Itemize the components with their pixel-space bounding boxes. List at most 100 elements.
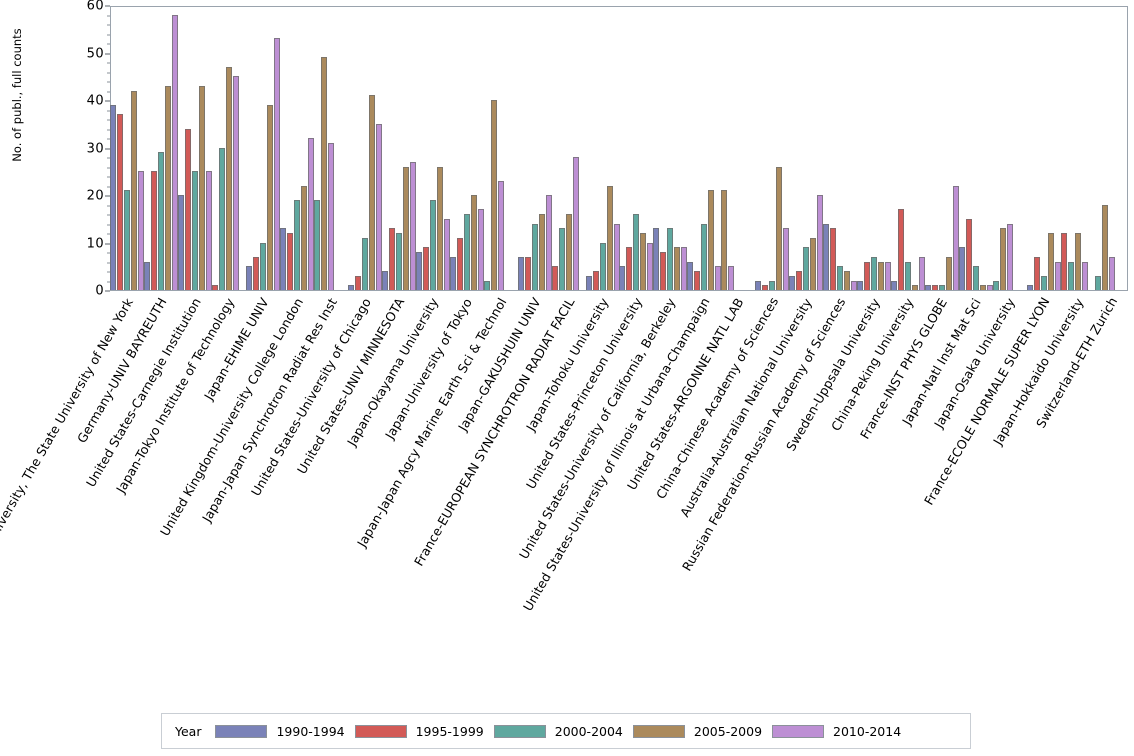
bar bbox=[857, 280, 863, 290]
bar bbox=[817, 195, 824, 290]
bar bbox=[456, 237, 463, 290]
bar bbox=[904, 261, 911, 290]
bar bbox=[585, 275, 592, 290]
bar bbox=[1033, 256, 1040, 290]
bar-group bbox=[517, 7, 553, 290]
legend-label: 2000-2004 bbox=[554, 723, 623, 739]
bar bbox=[477, 209, 484, 290]
bar bbox=[524, 256, 531, 290]
bar bbox=[885, 261, 891, 290]
bar bbox=[844, 271, 851, 290]
bar bbox=[667, 228, 674, 290]
bar-group bbox=[1094, 7, 1130, 290]
bar bbox=[226, 66, 233, 290]
bar bbox=[592, 271, 599, 290]
y-tick-minor bbox=[107, 62, 110, 64]
bar bbox=[945, 256, 952, 290]
y-tick-label: 20 bbox=[86, 188, 104, 204]
bar-group bbox=[721, 7, 756, 290]
bar bbox=[192, 171, 199, 290]
legend-label: 2010-2014 bbox=[833, 723, 902, 739]
bar bbox=[1108, 256, 1115, 290]
bar bbox=[287, 233, 294, 290]
bar bbox=[376, 123, 382, 290]
bar bbox=[626, 247, 633, 290]
bar-group bbox=[381, 7, 417, 290]
bar bbox=[924, 285, 931, 290]
y-axis-title: No. of publ., full counts bbox=[10, 28, 24, 162]
bar bbox=[837, 266, 844, 290]
bar bbox=[769, 280, 776, 290]
bar bbox=[436, 166, 443, 290]
y-tick-mark bbox=[105, 243, 110, 244]
y-tick-minor bbox=[107, 214, 110, 216]
y-tick-label: 60 bbox=[86, 0, 104, 14]
legend-label: 1995-1999 bbox=[415, 723, 484, 739]
bar bbox=[443, 218, 450, 290]
legend-swatch-icon bbox=[772, 724, 825, 738]
bar-group bbox=[653, 7, 688, 290]
bar bbox=[992, 280, 999, 290]
bar bbox=[381, 271, 388, 290]
legend-item[interactable]: 2000-2004 bbox=[493, 723, 623, 739]
y-tick-label: 40 bbox=[86, 93, 104, 109]
y-tick-minor bbox=[107, 252, 110, 254]
y-axis: No. of publ., full counts 0 10 20 30 40 50 60 bbox=[0, 0, 110, 299]
bar bbox=[131, 90, 138, 290]
bar bbox=[687, 261, 694, 290]
bar bbox=[619, 266, 626, 290]
bar bbox=[199, 85, 206, 290]
legend-item[interactable]: 1995-1999 bbox=[354, 723, 484, 739]
bar bbox=[429, 199, 436, 290]
bar-group bbox=[110, 7, 145, 290]
bar bbox=[172, 14, 179, 290]
bar bbox=[911, 285, 918, 290]
bar bbox=[402, 166, 409, 290]
legend-item[interactable]: 2010-2014 bbox=[772, 724, 901, 739]
bar-group bbox=[449, 7, 485, 290]
bar bbox=[253, 256, 260, 290]
bar bbox=[1074, 233, 1081, 290]
y-tick-minor bbox=[107, 157, 110, 159]
legend-item[interactable]: 1990-1994 bbox=[215, 723, 345, 739]
bar bbox=[531, 223, 538, 290]
bar bbox=[979, 285, 986, 290]
x-axis-labels: y Brook University, The State University… bbox=[0, 291, 1134, 691]
bar bbox=[449, 256, 456, 290]
bar-group bbox=[992, 7, 1028, 290]
bar-group bbox=[687, 7, 722, 290]
bar bbox=[483, 280, 490, 290]
bar bbox=[355, 275, 361, 290]
y-tick-minor bbox=[107, 34, 110, 35]
y-tick-minor bbox=[107, 119, 110, 121]
bar bbox=[721, 190, 728, 290]
bar bbox=[897, 209, 904, 290]
bar bbox=[999, 228, 1006, 290]
bar bbox=[1054, 261, 1061, 290]
bar bbox=[274, 38, 281, 290]
bar bbox=[314, 199, 321, 290]
bar-group bbox=[212, 7, 247, 290]
bar-group bbox=[755, 7, 790, 290]
legend-label: 1990-1994 bbox=[276, 723, 345, 739]
bar-group bbox=[483, 7, 519, 290]
y-tick-mark bbox=[105, 148, 110, 149]
bar bbox=[803, 247, 810, 290]
y-tick-minor bbox=[107, 15, 110, 16]
bar bbox=[931, 285, 938, 290]
bar bbox=[348, 285, 354, 290]
bar bbox=[783, 228, 790, 290]
legend-item[interactable]: 2005-2009 bbox=[632, 724, 762, 739]
y-tick-mark bbox=[105, 195, 110, 197]
bar bbox=[890, 280, 897, 290]
bar bbox=[755, 280, 762, 290]
y-tick-minor bbox=[107, 81, 110, 83]
bar bbox=[871, 256, 877, 290]
bar bbox=[715, 266, 722, 290]
bar bbox=[851, 280, 858, 290]
y-tick-minor bbox=[107, 281, 110, 282]
y-tick-minor bbox=[107, 129, 110, 130]
bar bbox=[409, 161, 416, 290]
legend-swatch-icon bbox=[632, 724, 685, 738]
bar bbox=[789, 275, 796, 290]
